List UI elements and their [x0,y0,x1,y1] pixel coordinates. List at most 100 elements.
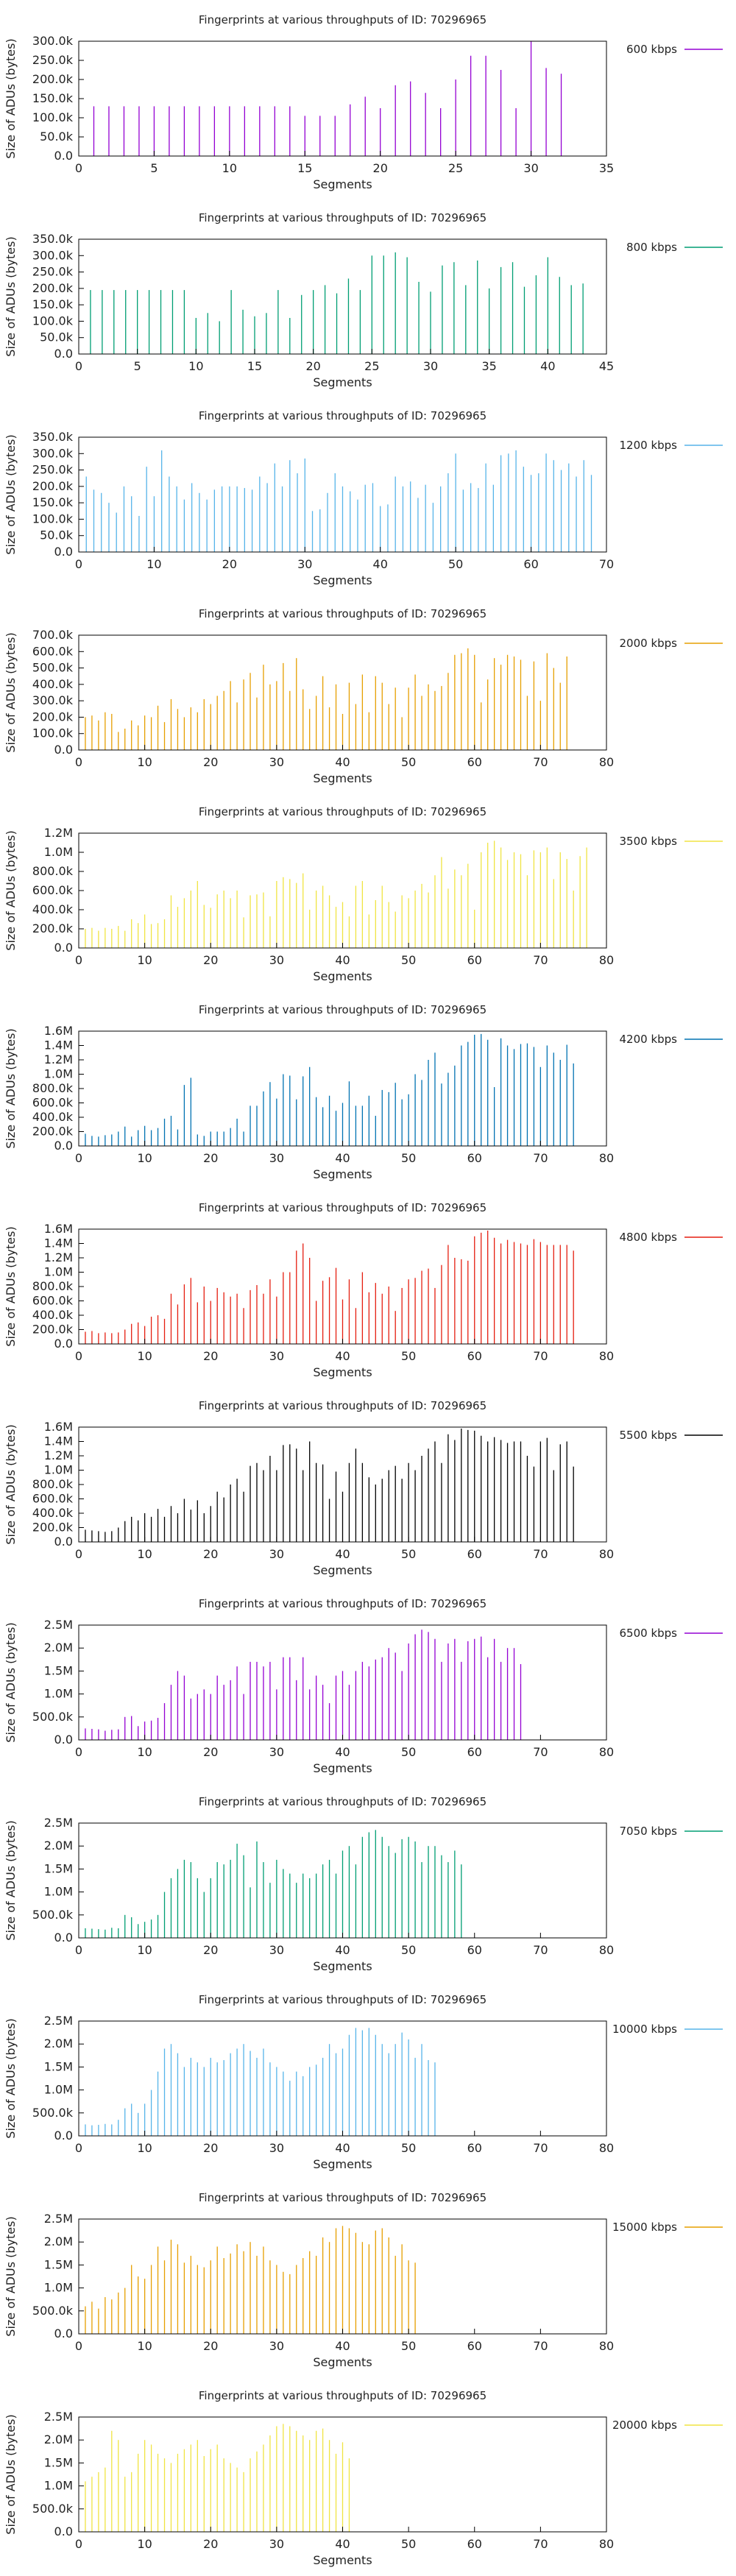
x-tick-label: 20 [222,557,237,571]
x-tick-label: 40 [540,359,555,373]
x-tick-label: 20 [203,1943,218,1957]
y-tick-label: 2.0M [44,2432,73,2446]
y-tick-label: 400.0k [32,1110,74,1124]
x-tick-label: 30 [523,161,538,175]
chart-title: Fingerprints at various throughputs of I… [199,805,486,818]
x-tick-label: 10 [137,1943,152,1957]
y-tick-label: 0.0 [54,1139,73,1153]
x-axis-label: Segments [313,573,372,587]
x-tick-label: 45 [599,359,614,373]
x-tick-label: 40 [335,1349,350,1363]
x-tick-label: 40 [335,1547,350,1561]
x-tick-label: 30 [269,1745,284,1759]
y-tick-label: 0.0 [54,347,73,361]
x-tick-label: 80 [599,2537,614,2551]
chart-title: Fingerprints at various throughputs of I… [199,2389,486,2402]
x-tick-label: 50 [401,2141,416,2155]
x-axis-label: Segments [313,2157,372,2171]
y-tick-label: 100.0k [32,726,74,740]
x-tick-label: 25 [364,359,379,373]
x-tick-label: 20 [203,1745,218,1759]
chart-panel: Fingerprints at various throughputs of I… [4,409,723,587]
x-tick-label: 0 [75,557,82,571]
y-tick-label: 50.0k [40,330,74,344]
y-tick-label: 1.0M [44,1885,73,1899]
y-tick-label: 600.0k [32,1294,74,1308]
y-axis-label: Size of ADUs (bytes) [4,1226,18,1346]
y-axis-label: Size of ADUs (bytes) [4,1028,18,1148]
chart-title: Fingerprints at various throughputs of I… [199,607,486,620]
x-tick-label: 70 [533,953,548,967]
y-tick-label: 350.0k [32,430,74,444]
y-tick-label: 500.0k [32,2106,74,2120]
chart-panel: Fingerprints at various throughputs of I… [4,1795,723,1973]
x-tick-label: 40 [335,953,350,967]
y-tick-label: 0.0 [54,1931,73,1945]
y-tick-label: 0.0 [54,2129,73,2142]
y-tick-label: 800.0k [32,1081,74,1095]
x-tick-label: 20 [203,953,218,967]
legend-label: 20000 kbps [612,2418,677,2432]
chart-title: Fingerprints at various throughputs of I… [199,1399,486,1412]
x-tick-label: 70 [533,2339,548,2353]
legend-label: 5500 kbps [620,1429,678,1442]
legend-label: 10000 kbps [612,2023,677,2036]
x-tick-label: 60 [467,2339,482,2353]
y-tick-label: 400.0k [32,1506,74,1520]
x-tick-label: 60 [467,1745,482,1759]
y-tick-label: 2.0M [44,2234,73,2248]
chart-panel: Fingerprints at various throughputs of I… [4,607,723,785]
chart-title: Fingerprints at various throughputs of I… [199,211,486,224]
x-tick-label: 20 [203,755,218,769]
y-tick-label: 0.0 [54,1535,73,1549]
x-tick-label: 80 [599,953,614,967]
x-tick-label: 40 [335,755,350,769]
x-tick-label: 70 [533,2141,548,2155]
y-tick-label: 1.2M [44,1052,73,1066]
y-tick-label: 200.0k [32,710,74,723]
chart-panel: Fingerprints at various throughputs of I… [4,211,723,389]
x-tick-label: 0 [75,2339,82,2353]
x-tick-label: 80 [599,1547,614,1561]
x-tick-label: 30 [423,359,438,373]
x-axis-label: Segments [313,1563,372,1577]
y-tick-label: 1.5M [44,2059,73,2073]
x-tick-label: 70 [533,1547,548,1561]
x-tick-label: 50 [401,2537,416,2551]
x-tick-label: 50 [401,755,416,769]
y-tick-label: 500.0k [32,1710,74,1724]
x-tick-label: 80 [599,2141,614,2155]
y-tick-label: 200.0k [32,1521,74,1535]
legend-label: 2000 kbps [620,637,678,650]
legend-label: 15000 kbps [612,2221,677,2234]
y-tick-label: 1.4M [44,1434,73,1448]
y-tick-label: 2.0M [44,1641,73,1655]
y-tick-label: 200.0k [32,72,74,86]
x-tick-label: 50 [401,953,416,967]
x-tick-label: 10 [137,2141,152,2155]
y-tick-label: 0.0 [54,149,73,163]
y-tick-label: 100.0k [32,314,74,328]
x-tick-label: 40 [335,1151,350,1165]
chart-title: Fingerprints at various throughputs of I… [199,13,486,26]
y-tick-label: 2.0M [44,2037,73,2050]
y-axis-label: Size of ADUs (bytes) [4,1820,18,1940]
y-tick-label: 1.5M [44,2257,73,2271]
x-tick-label: 60 [467,1151,482,1165]
chart-panel: Fingerprints at various throughputs of I… [4,1201,723,1379]
x-axis-label: Segments [313,375,372,389]
y-tick-label: 100.0k [32,512,74,526]
y-tick-label: 350.0k [32,232,74,246]
x-tick-label: 20 [203,2537,218,2551]
y-tick-label: 400.0k [32,1308,74,1322]
chart-panel: Fingerprints at various throughputs of I… [4,1993,723,2171]
y-tick-label: 0.0 [54,1337,73,1351]
y-tick-label: 1.2M [44,826,73,840]
y-tick-label: 2.5M [44,2410,73,2424]
x-axis-label: Segments [313,2355,372,2369]
chart-title: Fingerprints at various throughputs of I… [199,409,486,422]
y-tick-label: 1.6M [44,1222,73,1236]
y-tick-label: 150.0k [32,297,74,311]
y-axis-label: Size of ADUs (bytes) [4,434,18,554]
y-tick-label: 600.0k [32,1096,74,1110]
